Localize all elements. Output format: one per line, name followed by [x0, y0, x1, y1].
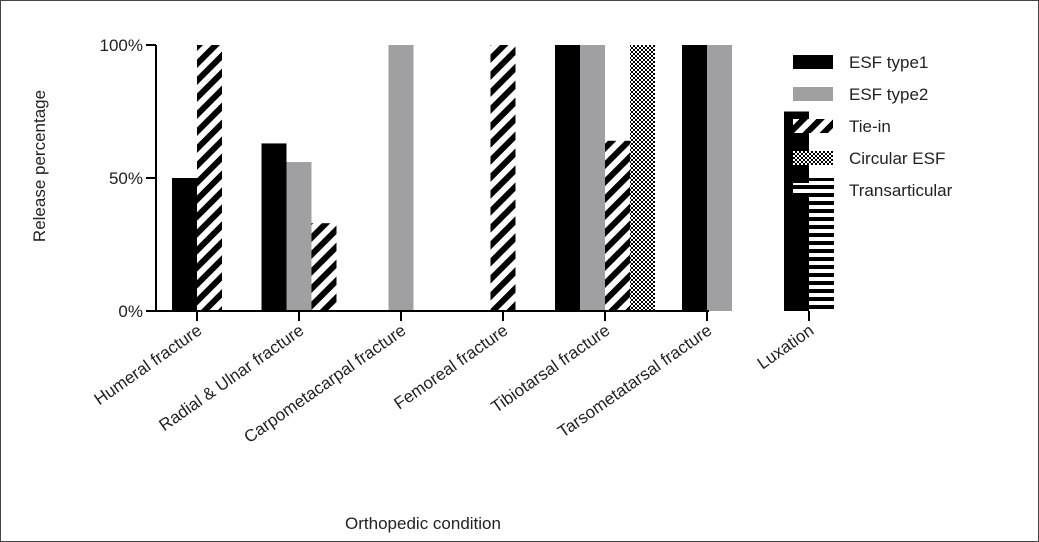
legend-label: Transarticular [849, 181, 953, 200]
bar-esf-type1-6 [784, 111, 809, 311]
bar-esf-type1-5 [682, 45, 707, 311]
bar-esf-type2-4 [580, 45, 605, 311]
x-tick-label: Luxation [754, 321, 818, 373]
y-tick-label: 0% [118, 302, 143, 321]
bar-tie-in-1 [311, 223, 337, 311]
bar-esf-type2-2 [388, 45, 414, 311]
legend-label: Circular ESF [849, 149, 945, 168]
y-axis-title: Release percentage [30, 90, 49, 242]
bar-transarticular-6 [809, 178, 834, 311]
bar-tie-in-0 [197, 45, 222, 311]
y-tick-label: 50% [109, 169, 143, 188]
bar-esf-type1-0 [172, 178, 197, 311]
bar-tie-in-4 [605, 140, 630, 311]
bar-tie-in-3 [490, 45, 516, 311]
y-tick-label: 100% [100, 36, 143, 55]
legend-label: ESF type2 [849, 85, 928, 104]
bar-esf-type1-4 [555, 45, 580, 311]
bar-esf-type1-1 [261, 143, 287, 311]
x-axis-title: Orthopedic condition [345, 514, 501, 533]
bar-circular-esf-4 [630, 45, 655, 311]
bar-esf-type2-5 [707, 45, 732, 311]
x-tick-label: Carpometacarpal fracture [240, 321, 409, 447]
bar-esf-type2-1 [286, 162, 312, 311]
legend-swatch [793, 151, 833, 165]
legend-label: ESF type1 [849, 53, 928, 72]
legend-swatch [793, 119, 833, 133]
legend-swatch [793, 55, 833, 69]
legend-label: Tie-in [849, 117, 891, 136]
legend-swatch [793, 183, 833, 197]
legend: ESF type1 ESF type2 Tie-in Circular ESF Tran… [793, 53, 953, 200]
legend-swatch [793, 87, 833, 101]
